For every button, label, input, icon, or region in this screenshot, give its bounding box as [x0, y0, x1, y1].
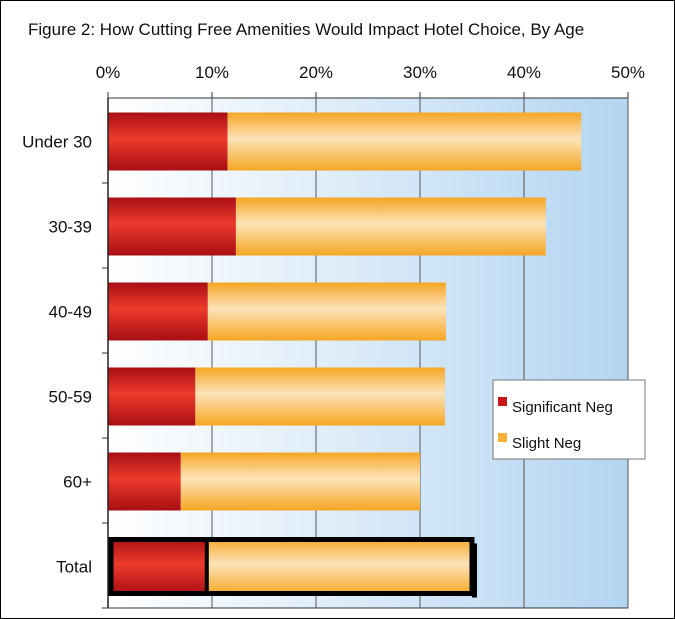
bar-segment	[108, 112, 228, 171]
bar-segment	[207, 282, 446, 341]
category-label: Under 30	[22, 133, 92, 152]
legend-swatch-slight-neg	[498, 433, 507, 442]
bar-segment	[108, 282, 208, 341]
bar-segment	[227, 112, 582, 171]
bar-segment	[195, 367, 445, 426]
category-label: 60+	[63, 473, 92, 492]
x-tick-label: 50%	[611, 63, 645, 82]
x-tick-label: 20%	[299, 63, 333, 82]
legend-label-slight-neg: Slight Neg	[512, 435, 581, 452]
highlight-shadow	[472, 543, 477, 598]
bar-segment	[108, 452, 181, 511]
bar-segment	[108, 197, 236, 256]
legend-label-significant-neg: Significant Neg	[512, 399, 613, 416]
legend: Significant Neg Slight Neg	[492, 379, 646, 460]
bar-segment	[180, 452, 420, 511]
x-axis-ticks: 0% 10% 20% 30% 40% 50%	[96, 63, 645, 98]
y-axis-categories: Under 30 30-39 40-49 50-59 60+ Total	[22, 133, 108, 609]
x-tick-label: 40%	[507, 63, 541, 82]
category-label: 40-49	[49, 303, 92, 322]
bar-segment	[206, 537, 473, 596]
gridlines	[211, 98, 629, 608]
bars	[108, 112, 582, 598]
bar-segment	[108, 537, 207, 596]
legend-swatch-significant-neg	[498, 397, 507, 406]
legend-box	[492, 379, 646, 460]
category-label: 30-39	[49, 218, 92, 237]
x-tick-label: 10%	[195, 63, 229, 82]
x-tick-label: 30%	[403, 63, 437, 82]
category-label: Total	[56, 558, 92, 577]
category-label: 50-59	[49, 388, 92, 407]
bar-segment	[235, 197, 546, 256]
x-tick-label: 0%	[96, 63, 121, 82]
chart-title: Figure 2: How Cutting Free Amenities Wou…	[28, 20, 584, 39]
plot-area	[107, 97, 629, 609]
bar-segment	[108, 367, 196, 426]
